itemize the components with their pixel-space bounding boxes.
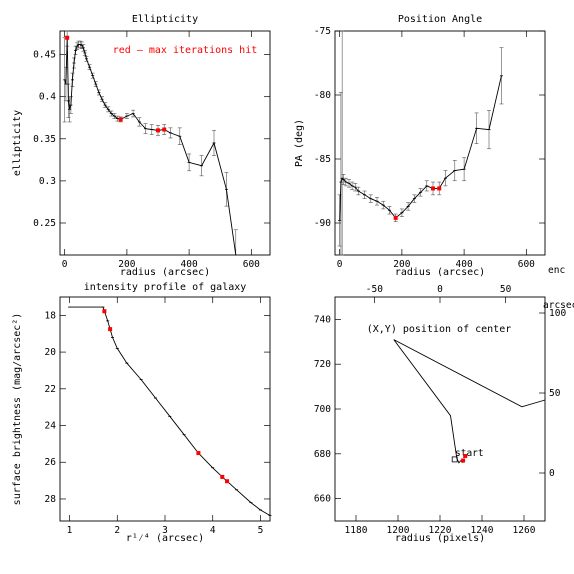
- x-tick-label: 0: [62, 259, 68, 270]
- x-tick-label: 5: [258, 525, 264, 536]
- position-angle-xlabel: radius (arcsec): [395, 267, 485, 278]
- intensity-profile-ylabel: surface brightness (mag/arcsec²): [12, 313, 23, 506]
- y-tick-label: 700: [314, 404, 331, 415]
- x-tick-label: 1240: [471, 525, 494, 536]
- y-tick-label: 0.3: [39, 176, 56, 187]
- center-track: [393, 339, 546, 464]
- x-tick-label: 1200: [387, 525, 410, 536]
- profile-curve: [339, 75, 502, 221]
- max-iteration-point: [463, 454, 468, 459]
- y-tick-label: 24: [45, 421, 57, 432]
- max-iteration-point: [162, 127, 167, 132]
- y-tick-label: 28: [45, 494, 57, 505]
- x-tick-label: 600: [518, 259, 535, 270]
- right-axis-label: 100: [549, 308, 566, 319]
- max-iteration-point: [118, 117, 123, 122]
- right-axis-label: 0: [549, 468, 555, 479]
- corner-label: enc: [548, 265, 565, 276]
- x-tick-label: 0: [337, 259, 343, 270]
- y-tick-label: 20: [45, 347, 57, 358]
- x-tick-label: 400: [456, 259, 473, 270]
- position-angle-axes: [334, 30, 546, 256]
- ellipticity-marks: 0 200 400 600 0.25 0.3 0.35 0.4 0.45: [33, 30, 270, 270]
- center-position-xlabel: radius (pixels): [395, 533, 485, 544]
- x-tick-label: 1220: [429, 525, 452, 536]
- max-iteration-point: [156, 128, 160, 133]
- y-tick-label: 22: [45, 384, 56, 395]
- ellipticity-title: Ellipticity: [132, 14, 198, 25]
- y-tick-label: 0.4: [39, 92, 56, 103]
- ellipticity-ylabel: ellipticity: [12, 110, 23, 176]
- intensity-profile-axes: [59, 296, 271, 522]
- profile-curve: [69, 306, 271, 516]
- y-tick-label: 26: [45, 457, 57, 468]
- center-position-marks: 1180 1200 1220 1240 1260 660 680 700 720 740 -50 0 5…: [314, 284, 567, 536]
- ellipticity-panel: Ellipticity radius (arcsec) ellipticity …: [12, 14, 271, 278]
- max-iteration-point: [220, 474, 225, 479]
- max-iteration-point: [108, 327, 113, 332]
- y-tick-label: 720: [314, 359, 331, 370]
- x-tick-label: 4: [210, 525, 216, 536]
- y-tick-label: 680: [314, 449, 331, 460]
- right-axis-label: arcsec: [543, 300, 574, 311]
- top-axis-label: 0: [437, 284, 443, 295]
- position-angle-panel: Position Angle radius (arcsec) PA (deg) …: [294, 14, 546, 278]
- position-angle-title: Position Angle: [398, 14, 482, 25]
- ellipticity-axes: [59, 30, 271, 256]
- y-tick-label: -90: [314, 218, 331, 229]
- start-marker: [451, 456, 458, 463]
- x-tick-label: 1260: [513, 525, 536, 536]
- profile-curve: [64, 37, 237, 256]
- x-tick-label: 200: [118, 259, 135, 270]
- y-tick-label: 0.45: [33, 50, 56, 61]
- max-iteration-point: [393, 215, 398, 220]
- max-iteration-point: [431, 186, 435, 191]
- x-tick-label: 400: [181, 259, 198, 270]
- y-tick-label: -85: [314, 154, 331, 165]
- max-iteration-point: [65, 35, 70, 40]
- y-tick-label: 0.35: [33, 134, 56, 145]
- x-tick-label: 2: [114, 525, 120, 536]
- max-iterations-note: red – max iterations hit: [113, 45, 258, 56]
- x-tick-label: 600: [243, 259, 260, 270]
- top-axis-label: -50: [366, 284, 383, 295]
- x-tick-label: 1180: [345, 525, 368, 536]
- max-iteration-point: [437, 186, 442, 191]
- max-iteration-point: [196, 451, 201, 456]
- start-label: start: [455, 448, 484, 459]
- intensity-profile-title: intensity profile of galaxy: [84, 282, 247, 293]
- center-position-annotation: (X,Y) position of center: [367, 324, 512, 335]
- x-tick-label: 1: [67, 525, 73, 536]
- x-tick-label: 3: [162, 525, 168, 536]
- ellipticity-xlabel: radius (arcsec): [120, 267, 210, 278]
- y-tick-label: -80: [314, 90, 331, 101]
- center-position-panel: enc radius (pixels) (X,Y) position of ce…: [314, 265, 574, 544]
- max-iteration-point: [102, 309, 107, 314]
- top-axis-label: 50: [500, 284, 512, 295]
- max-iteration-point: [225, 479, 230, 484]
- y-tick-label: 740: [314, 314, 331, 325]
- y-tick-label: 18: [45, 310, 57, 321]
- position-angle-ylabel: PA (deg): [294, 119, 305, 167]
- max-iteration-point: [461, 458, 466, 463]
- y-tick-label: 660: [314, 494, 331, 505]
- position-angle-marks: 0 200 400 600 -90 -85 -80 -75: [314, 26, 545, 270]
- y-tick-label: -75: [314, 26, 331, 37]
- intensity-profile-xlabel: r¹⁄⁴ (arcsec): [126, 533, 204, 544]
- x-tick-label: 200: [393, 259, 410, 270]
- intensity-profile-marks: 1 2 3 4 5 18 20 22 24 26 28: [45, 297, 272, 536]
- right-axis-label: 50: [549, 388, 561, 399]
- intensity-profile-panel: intensity profile of galaxy r¹⁄⁴ (arcsec…: [12, 282, 272, 544]
- y-tick-label: 0.25: [33, 218, 56, 229]
